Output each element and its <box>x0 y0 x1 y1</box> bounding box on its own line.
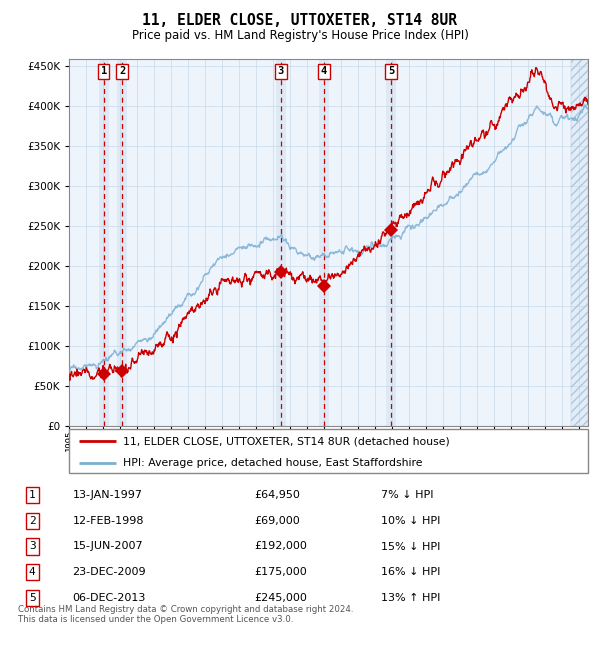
Text: 3: 3 <box>29 541 35 551</box>
Text: 11, ELDER CLOSE, UTTOXETER, ST14 8UR: 11, ELDER CLOSE, UTTOXETER, ST14 8UR <box>143 13 458 29</box>
Text: £192,000: £192,000 <box>254 541 307 551</box>
Text: 23-DEC-2009: 23-DEC-2009 <box>73 567 146 577</box>
Text: 06-DEC-2013: 06-DEC-2013 <box>73 593 146 603</box>
Bar <box>571 58 588 426</box>
Text: 5: 5 <box>29 593 35 603</box>
Text: 3: 3 <box>278 66 284 76</box>
Text: HPI: Average price, detached house, East Staffordshire: HPI: Average price, detached house, East… <box>124 458 423 469</box>
Text: 12-FEB-1998: 12-FEB-1998 <box>73 516 144 526</box>
Text: This data is licensed under the Open Government Licence v3.0.: This data is licensed under the Open Gov… <box>18 615 293 624</box>
Text: 7% ↓ HPI: 7% ↓ HPI <box>380 490 433 501</box>
Text: 1: 1 <box>101 66 107 76</box>
Text: 15% ↓ HPI: 15% ↓ HPI <box>380 541 440 551</box>
Text: 4: 4 <box>29 567 35 577</box>
Text: 11, ELDER CLOSE, UTTOXETER, ST14 8UR (detached house): 11, ELDER CLOSE, UTTOXETER, ST14 8UR (de… <box>124 436 450 447</box>
Text: 13-JAN-1997: 13-JAN-1997 <box>73 490 142 501</box>
Bar <box>98 58 109 426</box>
Text: 13% ↑ HPI: 13% ↑ HPI <box>380 593 440 603</box>
Bar <box>319 58 329 426</box>
Text: £69,000: £69,000 <box>254 516 299 526</box>
Text: Contains HM Land Registry data © Crown copyright and database right 2024.: Contains HM Land Registry data © Crown c… <box>18 605 353 614</box>
Text: £175,000: £175,000 <box>254 567 307 577</box>
Text: Price paid vs. HM Land Registry's House Price Index (HPI): Price paid vs. HM Land Registry's House … <box>131 29 469 42</box>
FancyBboxPatch shape <box>69 429 588 473</box>
Text: 2: 2 <box>119 66 125 76</box>
Text: 10% ↓ HPI: 10% ↓ HPI <box>380 516 440 526</box>
Text: 4: 4 <box>321 66 327 76</box>
Bar <box>386 58 396 426</box>
Text: 16% ↓ HPI: 16% ↓ HPI <box>380 567 440 577</box>
Text: 1: 1 <box>29 490 35 501</box>
Bar <box>571 58 588 426</box>
Bar <box>117 58 127 426</box>
Text: 2: 2 <box>29 516 35 526</box>
Text: £64,950: £64,950 <box>254 490 300 501</box>
Text: £245,000: £245,000 <box>254 593 307 603</box>
Bar <box>276 58 286 426</box>
Text: 5: 5 <box>388 66 394 76</box>
Text: 15-JUN-2007: 15-JUN-2007 <box>73 541 143 551</box>
